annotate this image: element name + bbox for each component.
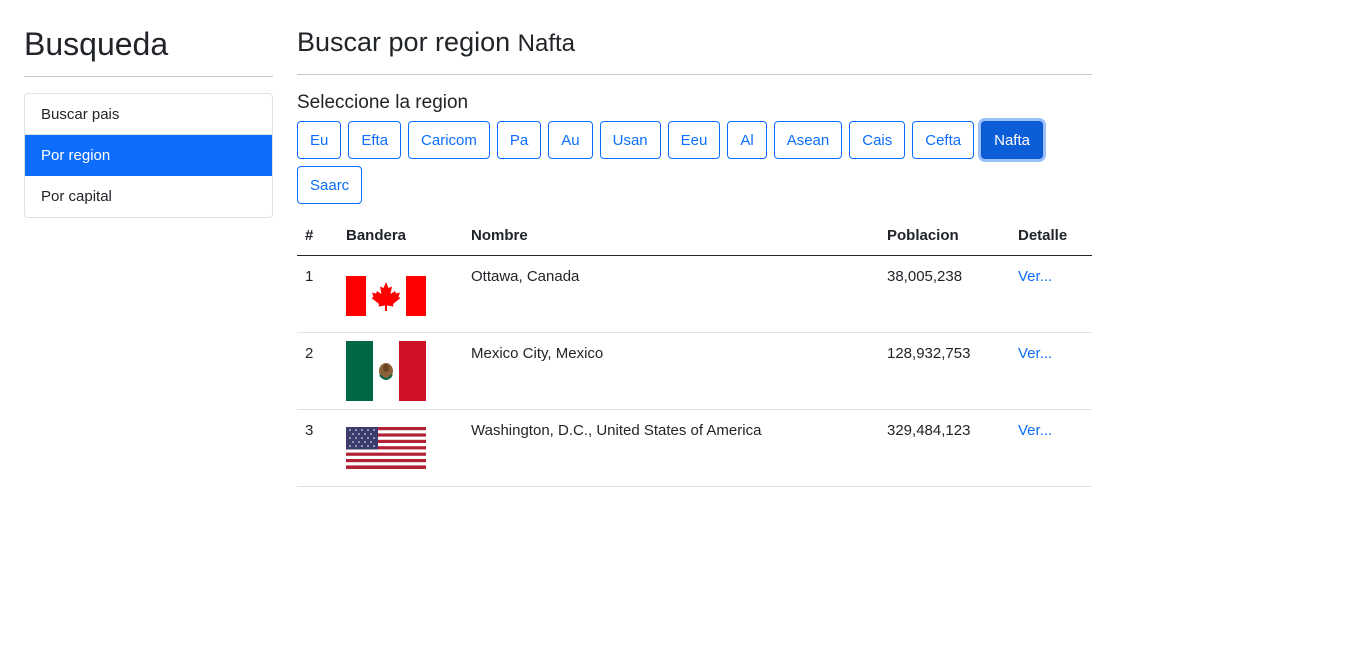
region-button-eeu[interactable]: Eeu [667, 121, 721, 159]
row-detalle: Ver... [1010, 409, 1092, 487]
main-content: Buscar por region Nafta Seleccione la re… [297, 24, 1092, 487]
region-button-eu[interactable]: Eu [297, 121, 342, 159]
mexico-flag-icon [346, 340, 426, 401]
region-button-saarc[interactable]: Saarc [297, 166, 363, 204]
row-detalle: Ver... [1010, 332, 1092, 410]
table-row: 2 Mexico City, Mexico 128,932,753 Ver... [297, 332, 1092, 410]
table-row: 3 [297, 409, 1092, 487]
header-bandera: Bandera [338, 216, 463, 256]
ver-detalle-link[interactable]: Ver... [1018, 267, 1053, 285]
page-title: Buscar por region Nafta [297, 24, 1092, 75]
row-nombre: Ottawa, Canada [463, 255, 879, 333]
countries-table: # Bandera Nombre Poblacion Detalle 1 [297, 216, 1092, 487]
region-button-asean[interactable]: Asean [773, 121, 843, 159]
region-selector-label: Seleccione la region [297, 92, 469, 113]
region-button-caricom[interactable]: Caricom [408, 121, 490, 159]
page-title-region: Nafta [517, 30, 576, 57]
table-row: 1 Ottawa, Canada 38,005,238 Ver... [297, 255, 1092, 333]
sidebar-nav: Buscar pais Por region Por capital [24, 93, 273, 218]
region-button-cefta[interactable]: Cefta [912, 121, 975, 159]
sidebar-item-por-capital[interactable]: Por capital [41, 188, 112, 205]
row-number: 2 [297, 332, 338, 410]
row-nombre: Washington, D.C., United States of Ameri… [463, 409, 879, 487]
row-poblacion: 329,484,123 [879, 409, 1010, 487]
ver-detalle-link[interactable]: Ver... [1018, 421, 1053, 439]
ver-detalle-link[interactable]: Ver... [1018, 344, 1053, 362]
region-button-pa[interactable]: Pa [496, 121, 542, 159]
row-flag [338, 332, 463, 410]
region-button-au[interactable]: Au [548, 121, 593, 159]
usa-flag-icon [346, 426, 426, 469]
sidebar-title: Busqueda [24, 24, 273, 77]
row-flag [338, 255, 463, 333]
region-button-nafta[interactable]: Nafta [981, 121, 1043, 159]
region-button-al[interactable]: Al [727, 121, 767, 159]
region-button-usan[interactable]: Usan [599, 121, 661, 159]
page-title-text: Buscar por region [297, 27, 511, 57]
region-buttons: Eu Efta Caricom Pa Au Usan Eeu Al Asean … [297, 121, 1092, 204]
sidebar-item-buscar-pais[interactable]: Buscar pais [25, 94, 272, 135]
sidebar: Busqueda Buscar pais Por region Por capi… [24, 24, 273, 218]
sidebar-item-por-region[interactable]: Por region [25, 135, 272, 176]
header-number: # [297, 216, 338, 256]
row-poblacion: 128,932,753 [879, 332, 1010, 410]
row-number: 1 [297, 255, 338, 333]
region-button-cais[interactable]: Cais [849, 121, 906, 159]
header-detalle: Detalle [1010, 216, 1092, 256]
row-number: 3 [297, 409, 338, 487]
row-flag [338, 409, 463, 487]
row-poblacion: 38,005,238 [879, 255, 1010, 333]
canada-flag-icon [346, 275, 426, 316]
table-header-row: # Bandera Nombre Poblacion Detalle [297, 216, 1092, 256]
row-nombre: Mexico City, Mexico [463, 332, 879, 410]
row-detalle: Ver... [1010, 255, 1092, 333]
region-button-efta[interactable]: Efta [348, 121, 402, 159]
header-nombre: Nombre [463, 216, 879, 256]
header-poblacion: Poblacion [879, 216, 1010, 256]
